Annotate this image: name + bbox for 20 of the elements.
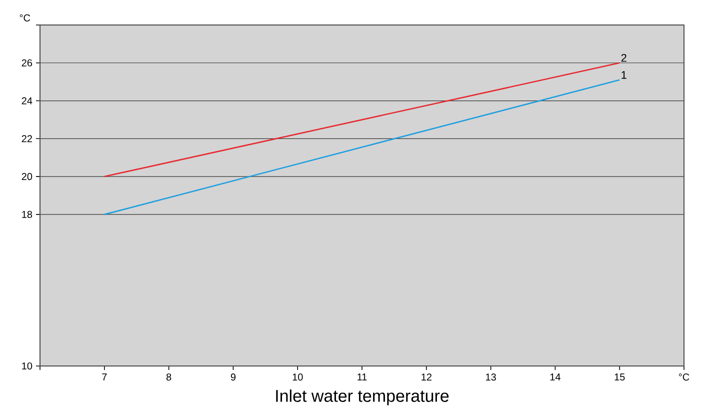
x-tick-label: 11 [358, 374, 367, 380]
x-tick-label: 12 [422, 374, 432, 380]
y-axis-title: °C [20, 14, 30, 22]
series-label: 2 [621, 54, 626, 62]
y-tick-label: 24 [22, 97, 32, 104]
x-tick-label: 10 [292, 374, 303, 381]
y-tick-label: 10 [22, 362, 32, 370]
x-axis-title: Inlet water temperature [276, 389, 449, 406]
y-tick-label: 20 [22, 173, 32, 180]
x-tick-label: 9 [230, 374, 236, 381]
x-tick-label: 15 [614, 374, 625, 380]
x-tick-label: 13 [486, 374, 496, 381]
x-tick-label: 8 [166, 374, 172, 381]
x-tick-label: 7 [102, 374, 107, 380]
y-tick-label: 22 [22, 135, 32, 142]
y-tick-label: 18 [22, 210, 32, 218]
x-tick-label: °C [678, 374, 690, 381]
x-tick-label: 14 [550, 374, 560, 380]
series-label: 1 [622, 71, 626, 79]
y-tick-label: 26 [22, 59, 32, 66]
